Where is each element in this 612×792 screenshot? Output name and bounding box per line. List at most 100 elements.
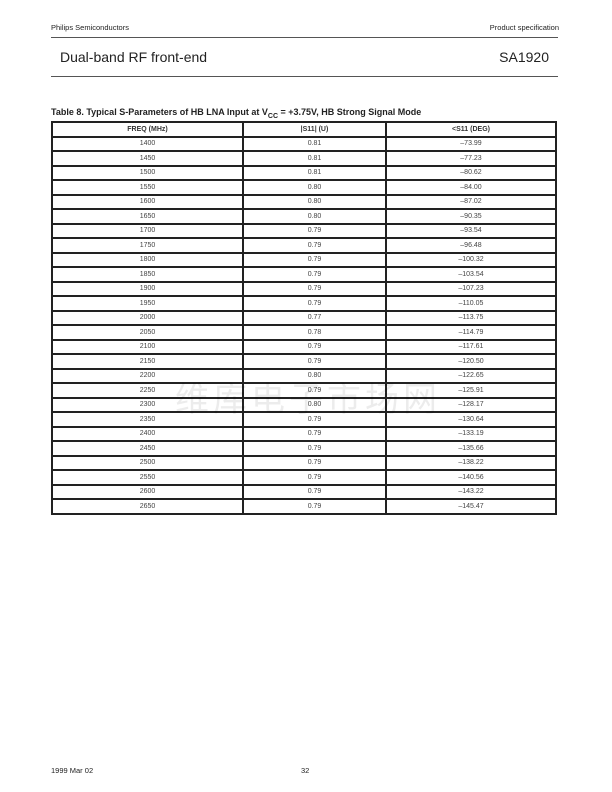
freq-cell: 2000 — [51, 310, 244, 326]
table-row: 2250 0.79 –125.91 — [51, 382, 557, 399]
s11-angle-cell: –125.91 — [385, 382, 557, 399]
freq-cell: 1600 — [51, 194, 244, 210]
caption-text: Table 8. Typical S-Parameters of HB LNA … — [51, 107, 268, 117]
company-name: Philips Semiconductors — [51, 23, 129, 32]
freq-cell: 2150 — [51, 353, 244, 370]
s11-mag-cell: 0.81 — [242, 136, 387, 152]
col-freq: FREQ (MHz) — [51, 121, 244, 138]
freq-cell: 1450 — [51, 150, 244, 167]
table-row: 1700 0.79 –93.54 — [51, 223, 557, 239]
s11-angle-cell: –135.66 — [385, 440, 557, 457]
freq-cell: 1800 — [51, 252, 244, 268]
s11-angle-cell: –93.54 — [385, 223, 557, 239]
table-row: 1650 0.80 –90.35 — [51, 208, 557, 225]
table-row: 2350 0.79 –130.64 — [51, 411, 557, 428]
s11-angle-cell: –140.56 — [385, 469, 557, 486]
s11-mag-cell: 0.79 — [242, 266, 387, 283]
table-row: 1550 0.80 –84.00 — [51, 179, 557, 196]
s11-mag-cell: 0.79 — [242, 469, 387, 486]
s11-angle-cell: –100.32 — [385, 252, 557, 268]
doc-title: Dual-band RF front-end — [60, 49, 208, 65]
freq-cell: 1500 — [51, 165, 244, 181]
s11-angle-cell: –130.64 — [385, 411, 557, 428]
freq-cell: 2300 — [51, 397, 244, 413]
s11-mag-cell: 0.79 — [242, 440, 387, 457]
table-header-row: FREQ (MHz) |S11| (U) <S11 (DEG) — [51, 121, 557, 138]
s11-angle-cell: –103.54 — [385, 266, 557, 283]
doc-type: Product specification — [489, 23, 559, 32]
s11-angle-cell: –73.99 — [385, 136, 557, 152]
s11-mag-cell: 0.79 — [242, 411, 387, 428]
table-row: 1800 0.79 –100.32 — [51, 252, 557, 268]
s11-mag-cell: 0.79 — [242, 382, 387, 399]
s11-mag-cell: 0.80 — [242, 179, 387, 196]
s11-mag-cell: 0.79 — [242, 426, 387, 442]
s11-angle-cell: –143.22 — [385, 484, 557, 500]
s11-angle-cell: –122.65 — [385, 368, 557, 384]
table-row: 2600 0.79 –143.22 — [51, 484, 557, 500]
s11-angle-cell: –80.62 — [385, 165, 557, 181]
s11-angle-cell: –87.02 — [385, 194, 557, 210]
table-row: 2650 0.79 –145.47 — [51, 498, 557, 515]
s11-angle-cell: –96.48 — [385, 237, 557, 254]
freq-cell: 2350 — [51, 411, 244, 428]
table-row: 2150 0.79 –120.50 — [51, 353, 557, 370]
s11-mag-cell: 0.78 — [242, 324, 387, 341]
s11-mag-cell: 0.81 — [242, 165, 387, 181]
freq-cell: 2550 — [51, 469, 244, 486]
part-number: SA1920 — [499, 49, 549, 65]
title-rule — [51, 76, 558, 77]
caption-subscript: CC — [267, 112, 279, 120]
s11-mag-cell: 0.79 — [242, 252, 387, 268]
s11-angle-cell: –117.61 — [385, 339, 557, 355]
s11-mag-cell: 0.79 — [242, 295, 387, 312]
table-row: 2300 0.80 –128.17 — [51, 397, 557, 413]
freq-cell: 2450 — [51, 440, 244, 457]
freq-cell: 1700 — [51, 223, 244, 239]
s11-mag-cell: 0.80 — [242, 368, 387, 384]
s-parameter-table: FREQ (MHz) |S11| (U) <S11 (DEG) 1400 0.81… — [51, 121, 557, 515]
s11-mag-cell: 0.77 — [242, 310, 387, 326]
s11-mag-cell: 0.80 — [242, 194, 387, 210]
s11-angle-cell: –77.23 — [385, 150, 557, 167]
table-row: 2400 0.79 –133.19 — [51, 426, 557, 442]
freq-cell: 2650 — [51, 498, 244, 515]
s11-mag-cell: 0.79 — [242, 339, 387, 355]
s11-angle-cell: –145.47 — [385, 498, 557, 515]
freq-cell: 2200 — [51, 368, 244, 384]
s11-mag-cell: 0.80 — [242, 208, 387, 225]
table-row: 1600 0.80 –87.02 — [51, 194, 557, 210]
table-row: 1900 0.79 –107.23 — [51, 281, 557, 297]
s11-mag-cell: 0.80 — [242, 397, 387, 413]
table-row: 1850 0.79 –103.54 — [51, 266, 557, 283]
s11-mag-cell: 0.79 — [242, 455, 387, 471]
s11-mag-cell: 0.79 — [242, 237, 387, 254]
table-row: 1750 0.79 –96.48 — [51, 237, 557, 254]
s11-angle-cell: –84.00 — [385, 179, 557, 196]
table-row: 2450 0.79 –135.66 — [51, 440, 557, 457]
s11-mag-cell: 0.79 — [242, 353, 387, 370]
freq-cell: 2600 — [51, 484, 244, 500]
table-row: 2100 0.79 –117.61 — [51, 339, 557, 355]
freq-cell: 1900 — [51, 281, 244, 297]
page-number: 32 — [301, 766, 310, 775]
watermark: 维库电子市场网 — [175, 380, 441, 420]
s11-mag-cell: 0.81 — [242, 150, 387, 167]
table-row: 1400 0.81 –73.99 — [51, 136, 557, 152]
freq-cell: 2250 — [51, 382, 244, 399]
table-row: 2200 0.80 –122.65 — [51, 368, 557, 384]
s11-angle-cell: –133.19 — [385, 426, 557, 442]
table-row: 1450 0.81 –77.23 — [51, 150, 557, 167]
table-row: 1950 0.79 –110.05 — [51, 295, 557, 312]
table-row: 2000 0.77 –113.75 — [51, 310, 557, 326]
s11-angle-cell: –107.23 — [385, 281, 557, 297]
s11-angle-cell: –120.50 — [385, 353, 557, 370]
freq-cell: 1400 — [51, 136, 244, 152]
s11-angle-cell: –128.17 — [385, 397, 557, 413]
table-row: 2050 0.78 –114.79 — [51, 324, 557, 341]
table-row: 2550 0.79 –140.56 — [51, 469, 557, 486]
s11-mag-cell: 0.79 — [242, 223, 387, 239]
s11-angle-cell: –138.22 — [385, 455, 557, 471]
s11-mag-cell: 0.79 — [242, 498, 387, 515]
col-s11-angle: <S11 (DEG) — [385, 121, 557, 138]
